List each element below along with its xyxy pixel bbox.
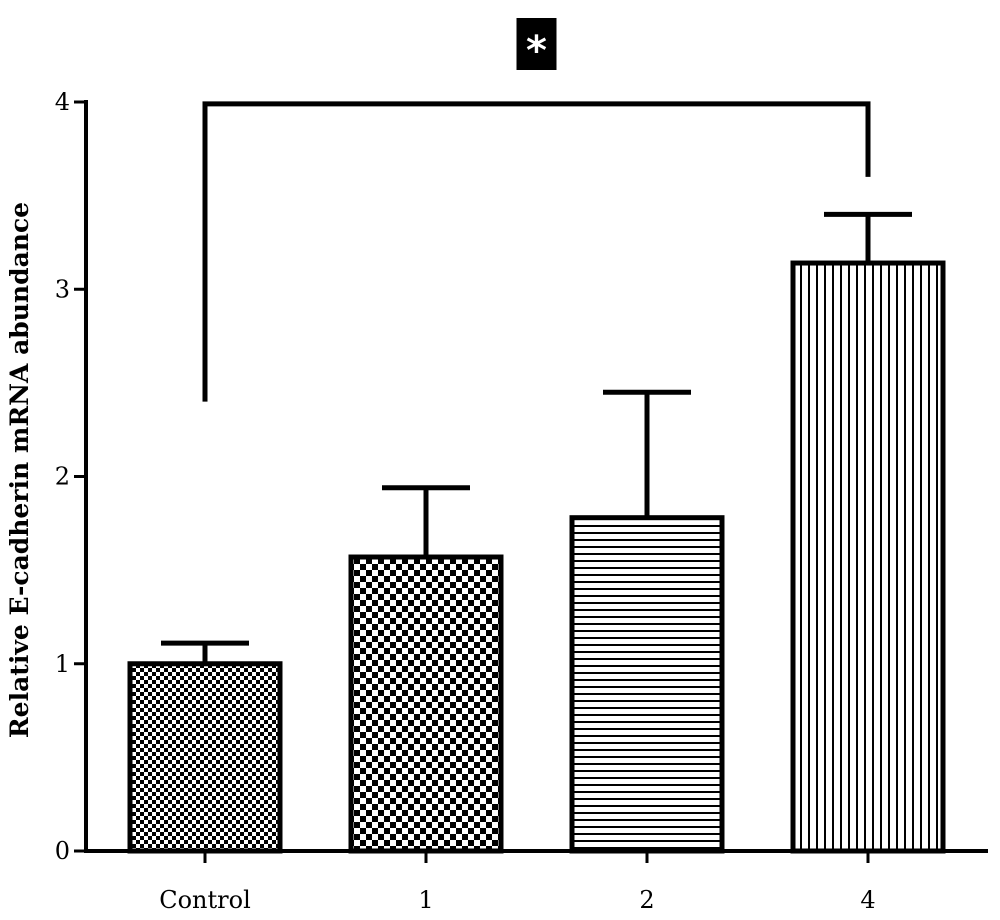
axes-group <box>74 100 988 863</box>
bar-1 <box>348 554 504 854</box>
bars-group <box>127 211 946 854</box>
significance-line <box>202 101 871 402</box>
y-tick-label: 4 <box>55 88 70 116</box>
y-axis-label: Relative E-cadherin mRNA abundance <box>5 202 34 738</box>
x-tick-label-control: Control <box>159 886 251 914</box>
y-tick-label: 3 <box>55 275 70 303</box>
x-tick-label-4: 4 <box>860 886 875 914</box>
y-ticks: 0 1 2 3 4 <box>55 88 70 865</box>
x-tick-label-1: 1 <box>418 886 433 914</box>
significance-marker-box <box>516 18 557 70</box>
x-tick-label-2: 2 <box>639 886 654 914</box>
y-tick-label: 1 <box>55 650 70 678</box>
significance-bracket: * <box>202 18 871 402</box>
bar-2 <box>569 515 725 854</box>
y-tick-label: 2 <box>55 463 70 491</box>
y-tick-label: 0 <box>55 837 70 865</box>
bar-control <box>127 661 283 854</box>
bar-4 <box>790 260 946 854</box>
significance-marker: * <box>526 28 547 74</box>
x-ticks: Control 1 2 4 <box>159 886 875 914</box>
